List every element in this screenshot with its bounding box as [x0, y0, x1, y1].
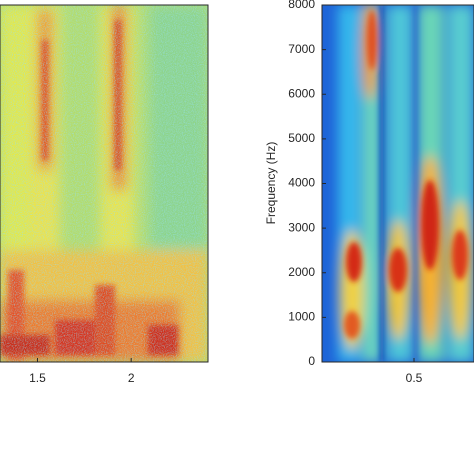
- y-tick-label: 5000: [288, 131, 315, 145]
- left-spectrogram-image: [0, 5, 208, 362]
- x-tick-label: 2: [128, 371, 135, 385]
- y-axis-label: Frequency (Hz): [264, 142, 278, 225]
- y-tick-label: 8000: [288, 0, 315, 11]
- y-tick-label: 2000: [288, 265, 315, 279]
- y-tick-label: 6000: [288, 86, 315, 100]
- right-spectrogram-image: [322, 5, 474, 362]
- left-plot-frame: [0, 4, 209, 363]
- y-tick-label: 7000: [288, 42, 315, 56]
- y-tick-label: 1000: [288, 310, 315, 324]
- x-tick-label: 0.5: [406, 371, 423, 385]
- y-tick-label: 4000: [288, 176, 315, 190]
- x-tick-label: 1.5: [29, 371, 46, 385]
- y-tick-label: 0: [308, 354, 315, 368]
- y-tick-label: 3000: [288, 220, 315, 234]
